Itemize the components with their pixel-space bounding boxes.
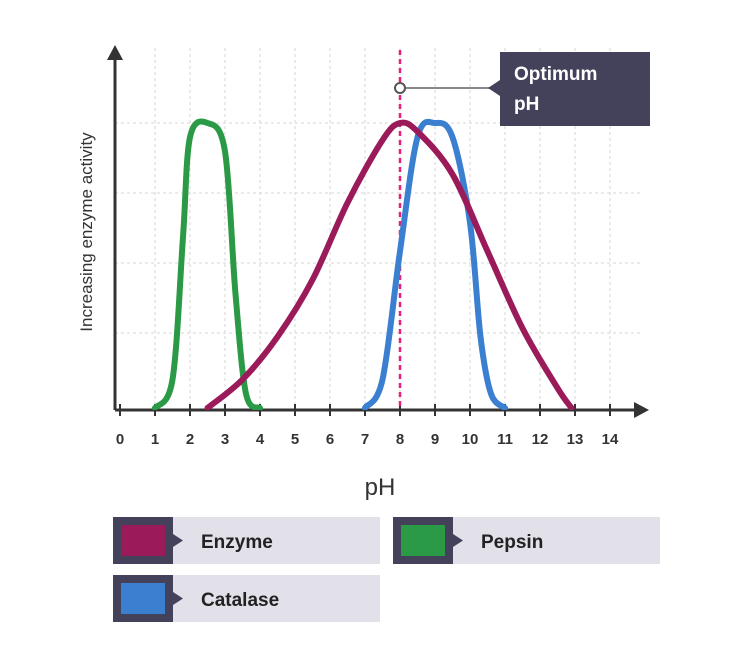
callout-text-line2: pH — [514, 94, 539, 115]
series-line-catalase — [362, 118, 508, 410]
x-tick-label: 2 — [186, 431, 194, 448]
x-tick-label: 1 — [151, 431, 159, 448]
optimum-callout: Optimum pH — [394, 52, 650, 126]
x-axis-arrow — [634, 402, 649, 418]
legend-item-catalase: Catalase — [113, 575, 380, 622]
legend-swatch — [121, 525, 165, 556]
x-tick-label: 9 — [431, 431, 439, 448]
callout-text: Optimum pH — [514, 64, 603, 115]
series-layer — [152, 118, 575, 410]
x-axis-label: pH — [365, 474, 396, 501]
legend-label-box — [453, 517, 660, 564]
callout-pointer — [488, 80, 500, 96]
x-tick-label: 5 — [291, 431, 299, 448]
legend-item-pepsin: Pepsin — [393, 517, 660, 564]
x-tick-labels: 0 1 2 3 4 5 6 7 8 9 10 11 12 13 14 — [116, 431, 619, 448]
callout-box — [500, 52, 650, 126]
x-tick-label: 11 — [497, 431, 513, 448]
x-tick-label: 12 — [532, 431, 549, 448]
legend-pointer — [453, 534, 463, 547]
legend-pointer — [173, 592, 183, 605]
axes — [107, 45, 649, 418]
x-tick-label: 7 — [361, 431, 369, 448]
x-tick-label: 14 — [602, 431, 619, 448]
series-line-pepsin — [152, 118, 263, 410]
x-tick-label: 6 — [326, 431, 334, 448]
x-tick-label: 0 — [116, 431, 124, 448]
legend-label: Enzyme — [201, 532, 273, 553]
x-tick-label: 10 — [462, 431, 479, 448]
x-tick-label: 13 — [567, 431, 584, 448]
series-line-enzyme — [204, 119, 575, 410]
legend-swatch — [401, 525, 445, 556]
legend: Enzyme Pepsin Catalase — [113, 517, 660, 622]
legend-label: Catalase — [201, 590, 279, 611]
legend-pointer — [173, 534, 183, 547]
callout-dot — [394, 82, 406, 94]
y-axis-label: Increasing enzyme activity — [77, 132, 96, 332]
y-axis-arrow — [107, 45, 123, 60]
x-tick-label: 3 — [221, 431, 229, 448]
callout-text-line1: Optimum — [514, 64, 597, 85]
legend-label: Pepsin — [481, 532, 543, 553]
legend-swatch — [121, 583, 165, 614]
legend-label-box — [173, 517, 380, 564]
x-tick-label: 8 — [396, 431, 404, 448]
x-tick-label: 4 — [256, 431, 265, 448]
legend-item-enzyme: Enzyme — [113, 517, 380, 564]
legend-label-box — [173, 575, 380, 622]
